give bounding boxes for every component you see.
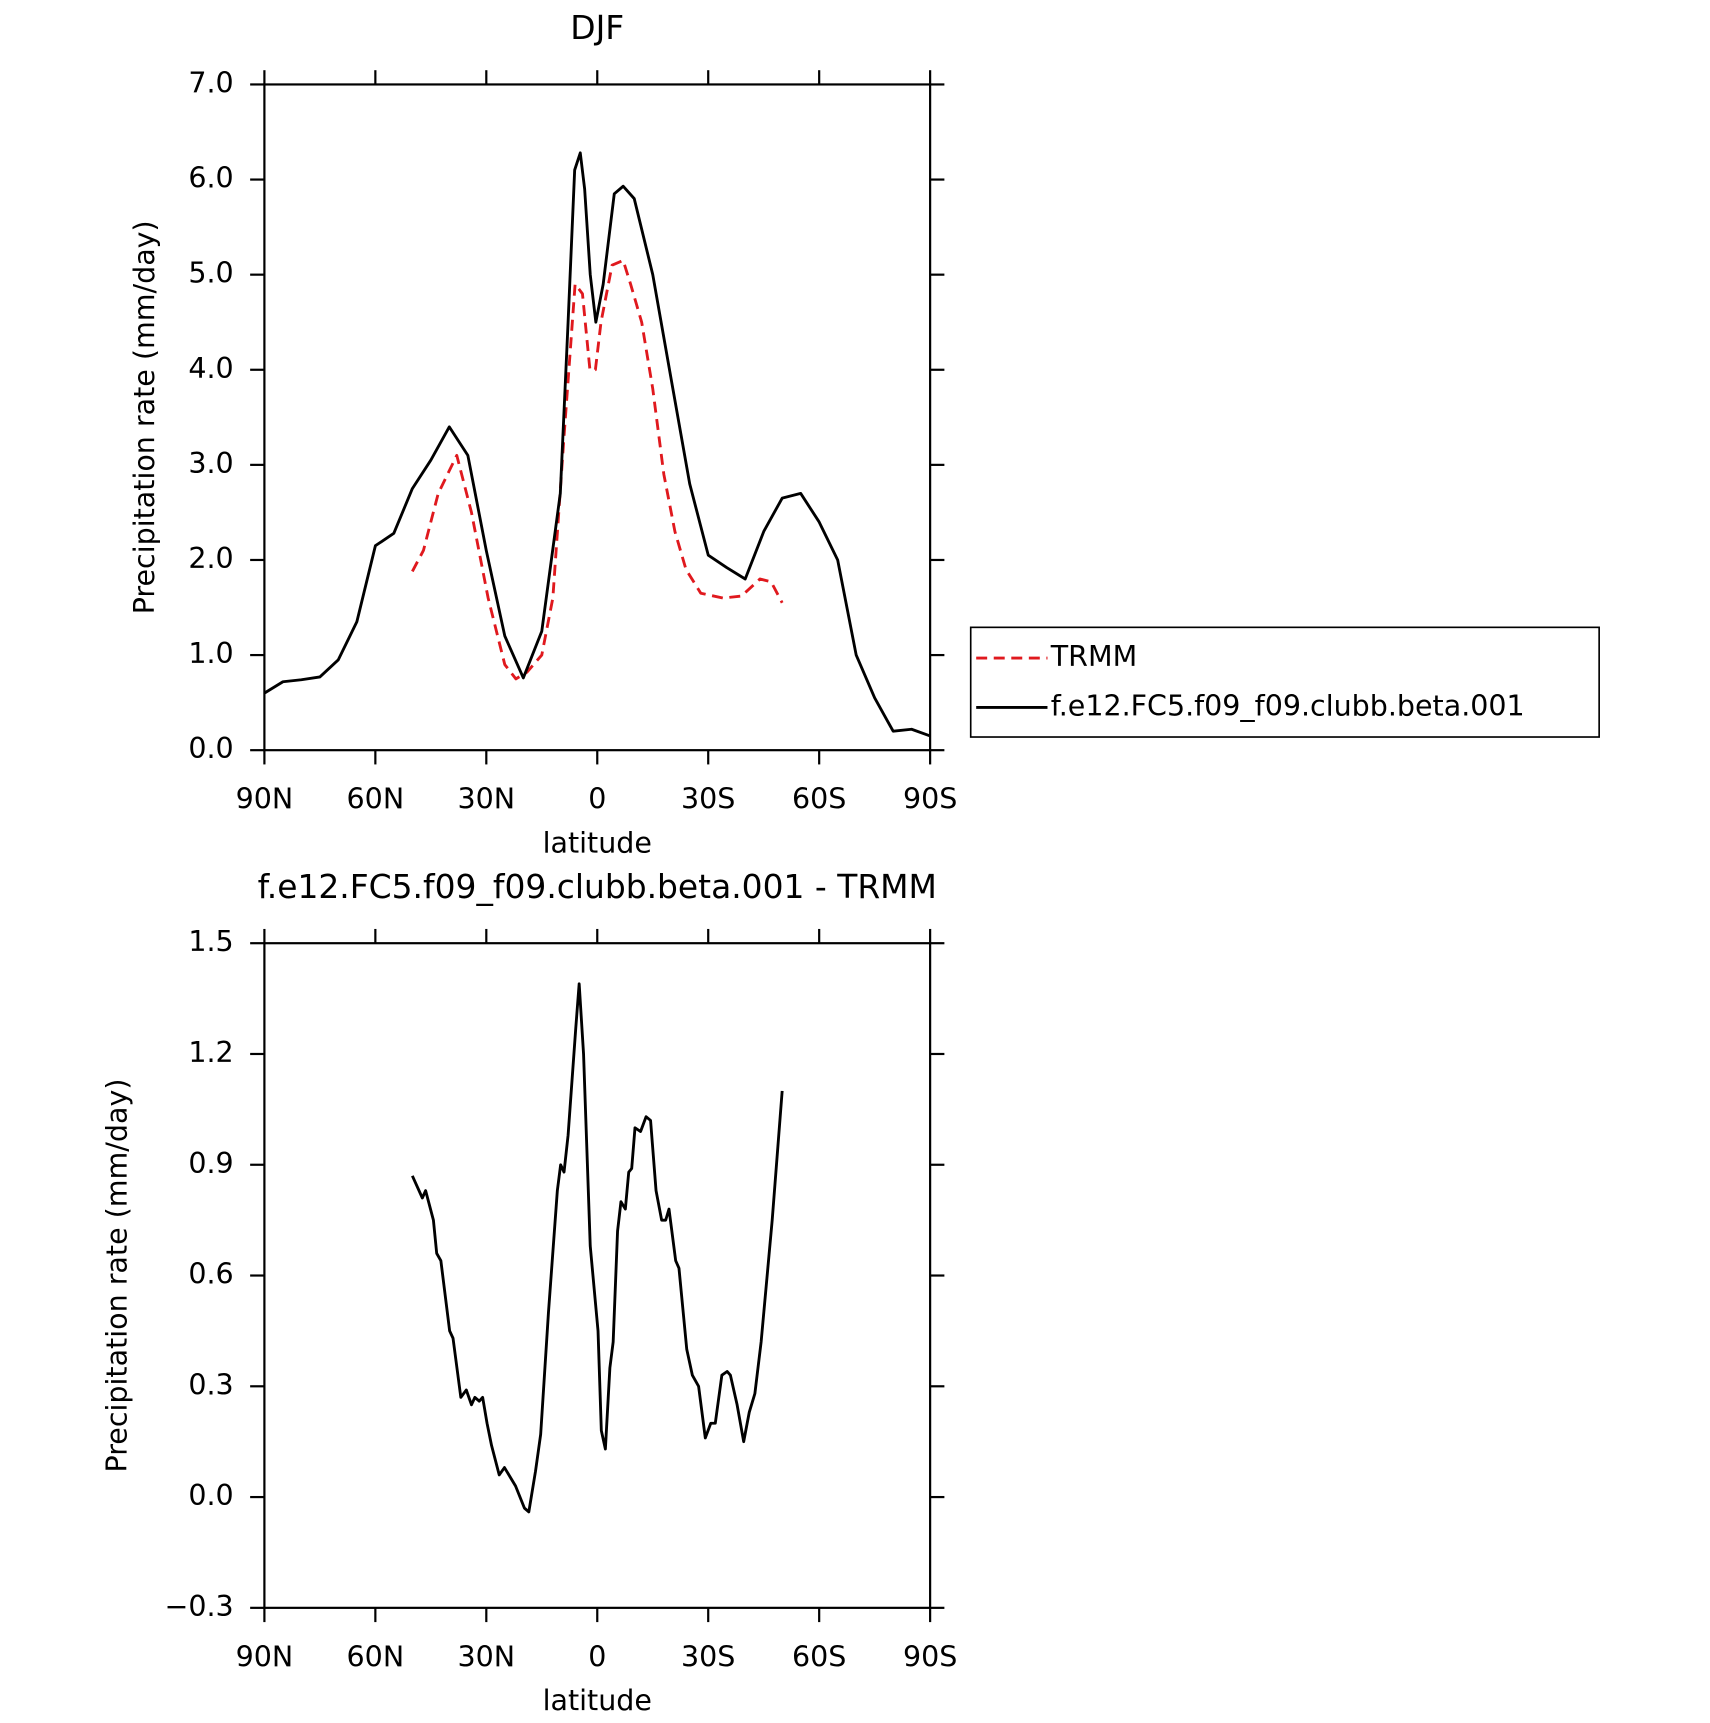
data-line xyxy=(411,258,784,681)
plot-frame xyxy=(263,942,932,1609)
legend-box xyxy=(969,626,1600,738)
y-axis-label: Precipitation rate (mm/day) xyxy=(101,1079,134,1473)
x-tick-label: 0 xyxy=(588,1640,606,1673)
x-tick-label: 60S xyxy=(792,1640,846,1673)
data-line xyxy=(263,151,931,738)
chart-title: f.e12.FC5.f09_f09.clubb.beta.001 - TRMM xyxy=(258,867,937,906)
x-tick-label: 30N xyxy=(458,1640,516,1673)
x-tick-label: 60N xyxy=(347,783,405,816)
y-tick-label: 0.9 xyxy=(188,1147,233,1180)
x-axis-label: latitude xyxy=(543,1684,652,1717)
y-tick-label: 0.3 xyxy=(188,1368,233,1401)
x-tick-label: 0 xyxy=(588,783,606,816)
y-tick-label: 2.0 xyxy=(188,542,233,575)
x-tick-label: 90S xyxy=(903,783,957,816)
plot-frame xyxy=(263,83,932,752)
legend-label: f.e12.FC5.f09_f09.clubb.beta.001 xyxy=(1051,689,1525,722)
y-tick-label: 6.0 xyxy=(188,162,233,195)
y-tick-label: 1.5 xyxy=(188,925,233,958)
y-tick-label: 7.0 xyxy=(188,66,233,99)
legend-label: TRMM xyxy=(1050,640,1137,673)
y-tick-label: 0.0 xyxy=(188,732,233,765)
x-tick-label: 60S xyxy=(792,783,846,816)
y-tick-label: 5.0 xyxy=(188,257,233,290)
y-tick-label: 1.2 xyxy=(188,1036,233,1069)
x-axis-label: latitude xyxy=(543,827,652,860)
x-tick-label: 30S xyxy=(681,1640,735,1673)
x-tick-label: 90N xyxy=(236,783,294,816)
y-axis-label: Precipitation rate (mm/day) xyxy=(128,220,161,614)
x-tick-label: 30S xyxy=(681,783,735,816)
data-line xyxy=(411,982,784,1514)
y-tick-label: 4.0 xyxy=(188,352,233,385)
x-tick-label: 60N xyxy=(347,1640,405,1673)
y-tick-label: 0.0 xyxy=(188,1479,233,1512)
x-tick-label: 90N xyxy=(236,1640,294,1673)
x-tick-label: 90S xyxy=(903,1640,957,1673)
chart-title: DJF xyxy=(570,8,624,47)
y-tick-label: 1.0 xyxy=(188,637,233,670)
x-tick-label: 30N xyxy=(458,783,516,816)
y-tick-label: −0.3 xyxy=(164,1590,233,1623)
y-tick-label: 3.0 xyxy=(188,447,233,480)
y-tick-label: 0.6 xyxy=(188,1258,233,1291)
